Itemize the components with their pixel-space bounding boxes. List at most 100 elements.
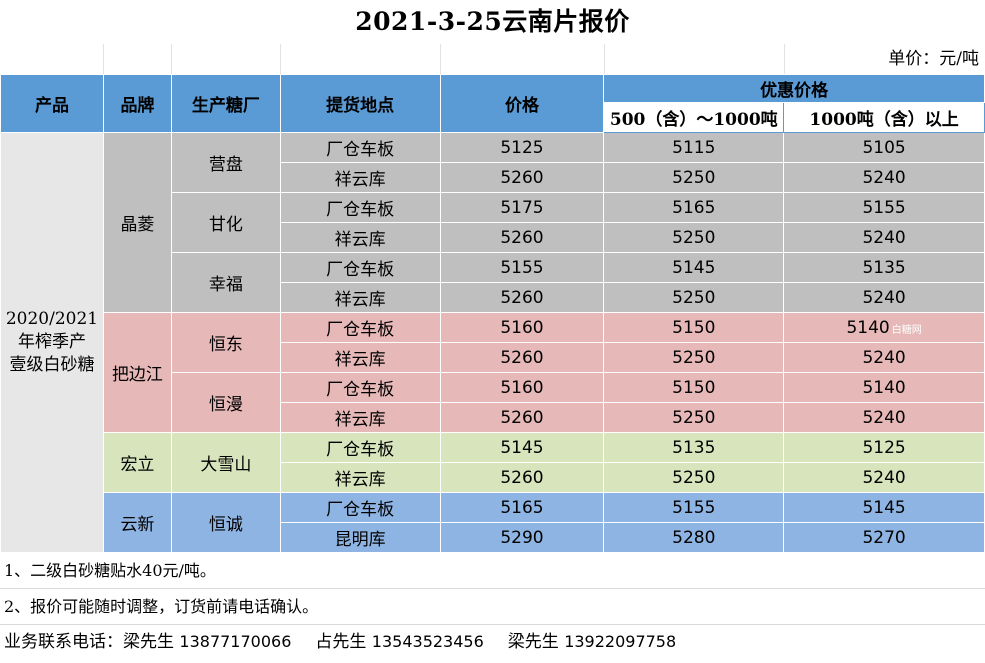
tier1-price-cell: 5280 (603, 522, 785, 553)
factory-cell: 营盘 (170, 132, 281, 193)
tier2-price-cell: 5140 白糖网 (783, 312, 985, 343)
table-row: 祥云库 5260 5250 5240 (1, 222, 985, 253)
table-row: 2020/2021 年榨季产 壹级白砂糖 晶菱 营盘 厂仓车板 5125 5115 5105 (0, 132, 985, 553)
tier1-price-cell: 5155 (603, 492, 785, 523)
tier2-price-cell: 5145 (783, 492, 985, 523)
tier2-price-cell: 5240 (783, 282, 985, 313)
note-2: 2、报价可能随时调整，订货前请电话确认。 (0, 589, 985, 625)
factory-cell: 恒诚 (170, 492, 281, 553)
header-price: 价格 (439, 74, 605, 133)
table-row: 祥云库 5260 5250 5240 (1, 402, 985, 433)
tier1-price-cell: 5250 (603, 402, 785, 433)
tier2-price-value: 5270 (862, 527, 906, 548)
pickup-cell: 厂仓车板 (279, 432, 441, 463)
pickup-cell: 厂仓车板 (279, 372, 441, 403)
tier2-price-value: 5240 (862, 407, 906, 428)
table-row: 祥云库 5260 5250 5240 (1, 342, 985, 373)
tier2-price-cell: 5125 (783, 432, 985, 463)
tier2-price-cell: 5240 (783, 162, 985, 193)
tier2-price-cell: 5135 (783, 252, 985, 283)
pickup-cell: 祥云库 (279, 162, 441, 193)
tier2-price-cell: 5240 (783, 222, 985, 253)
brand-cell: 云新 (102, 492, 172, 553)
table-row: 祥云库 5260 5250 5240 (1, 462, 985, 493)
pickup-cell: 厂仓车板 (279, 132, 441, 163)
tier2-price-cell: 5270 (783, 522, 985, 553)
tier2-price-value: 5125 (862, 437, 906, 458)
tier2-price-value: 5240 (862, 347, 906, 368)
pickup-cell: 厂仓车板 (279, 312, 441, 343)
factory-cell: 恒东 (170, 312, 281, 373)
tier1-price-cell: 5145 (603, 252, 785, 283)
tier2-price-value: 5155 (862, 197, 906, 218)
tier2-price-value: 5140 (862, 377, 906, 398)
contact-phone-2: 13543523456 (371, 632, 484, 651)
tier1-price-cell: 5165 (603, 192, 785, 223)
tier1-price-cell: 5150 (603, 312, 785, 343)
pickup-cell: 厂仓车板 (279, 492, 441, 523)
price-cell: 5260 (439, 462, 605, 493)
pickup-cell: 祥云库 (279, 282, 441, 313)
table-row: 祥云库 5260 5250 5240 (1, 162, 985, 193)
tier1-price-cell: 5150 (603, 372, 785, 403)
tier2-price-value: 5135 (862, 257, 906, 278)
tier1-price-cell: 5250 (603, 162, 785, 193)
product-line: 2020/2021 (5, 309, 99, 329)
price-cell: 5290 (439, 522, 605, 553)
tier2-price-cell: 5240 (783, 402, 985, 433)
price-table: 产品 品牌 生产糖厂 提货地点 价格 优惠价格 500（含）～1000吨 100… (0, 74, 985, 553)
brand-cell: 晶菱 (102, 132, 172, 313)
contact-name-1: 梁先生 (123, 632, 174, 652)
header-tier2: 1000吨（含）以上 (783, 102, 985, 133)
tier2-price-value: 5145 (862, 497, 906, 518)
header-product: 产品 (0, 74, 104, 133)
contact-line: 业务联系电话：梁先生 13877170066 占先生 13543523456 梁先生… (0, 625, 985, 659)
tier1-price-cell: 5250 (603, 282, 785, 313)
price-cell: 5260 (439, 282, 605, 313)
product-line: 壹级白砂糖 (9, 355, 95, 375)
note-1: 1、二级白砂糖贴水40元/吨。 (0, 553, 985, 589)
tier1-price-cell: 5250 (603, 462, 785, 493)
header-factory: 生产糖厂 (170, 74, 281, 133)
tier2-price-cell: 5140 (783, 372, 985, 403)
pickup-cell: 昆明库 (279, 522, 441, 553)
unit-row: 单价：元/吨 (0, 44, 985, 74)
contact-label: 业务联系电话： (4, 632, 123, 652)
pickup-cell: 厂仓车板 (279, 252, 441, 283)
price-cell: 5125 (439, 132, 605, 163)
pickup-cell: 祥云库 (279, 402, 441, 433)
factory-cell: 大雪山 (170, 432, 281, 493)
tier1-price-cell: 5250 (603, 222, 785, 253)
table-row: 昆明库 5290 5280 5270 (1, 522, 985, 553)
pickup-cell: 祥云库 (279, 462, 441, 493)
brand-cell: 把边江 (102, 312, 172, 433)
table-row: 宏立 大雪山 厂仓车板 5145 5135 5125 (1, 432, 985, 493)
tier2-price-cell: 5240 (783, 342, 985, 373)
contact-phone-1: 13877170066 (179, 632, 292, 651)
price-cell: 5155 (439, 252, 605, 283)
price-cell: 5160 (439, 312, 605, 343)
tier2-price-value: 5240 (862, 227, 906, 248)
header-tier1: 500（含）～1000吨 (603, 102, 785, 133)
contact-name-3: 梁先生 (507, 632, 559, 652)
table-row: 幸福 厂仓车板 5155 5145 5135 (1, 252, 985, 313)
price-cell: 5260 (439, 162, 605, 193)
table-row: 云新 恒诚 厂仓车板 5165 5155 5145 (1, 492, 985, 553)
pickup-cell: 祥云库 (279, 222, 441, 253)
tier1-price-cell: 5250 (603, 342, 785, 373)
factory-cell: 幸福 (170, 252, 281, 313)
tier2-price-cell: 5105 (783, 132, 985, 163)
tier2-price-value: 5140 (846, 317, 890, 338)
price-cell: 5165 (439, 492, 605, 523)
tier2-price-value: 5105 (862, 137, 906, 158)
header-brand: 品牌 (102, 74, 172, 133)
pickup-cell: 厂仓车板 (279, 192, 441, 223)
tier2-price-value: 5240 (862, 167, 906, 188)
tier1-price-cell: 5135 (603, 432, 785, 463)
pickup-cell: 祥云库 (279, 342, 441, 373)
price-cell: 5160 (439, 372, 605, 403)
watermark: 白糖网 (891, 324, 922, 336)
tier1-price-cell: 5115 (603, 132, 785, 163)
tier2-price-cell: 5155 (783, 192, 985, 223)
